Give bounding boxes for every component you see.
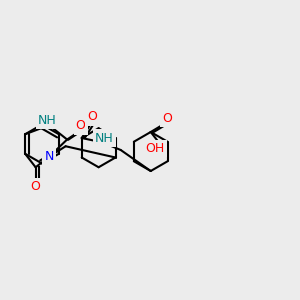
Text: O: O: [162, 112, 172, 125]
Text: N: N: [44, 150, 54, 163]
Text: O: O: [76, 119, 85, 133]
Text: O: O: [87, 110, 97, 124]
Text: NH: NH: [38, 114, 57, 127]
Text: O: O: [31, 180, 40, 193]
Text: NH: NH: [95, 131, 114, 145]
Text: OH: OH: [146, 142, 165, 155]
